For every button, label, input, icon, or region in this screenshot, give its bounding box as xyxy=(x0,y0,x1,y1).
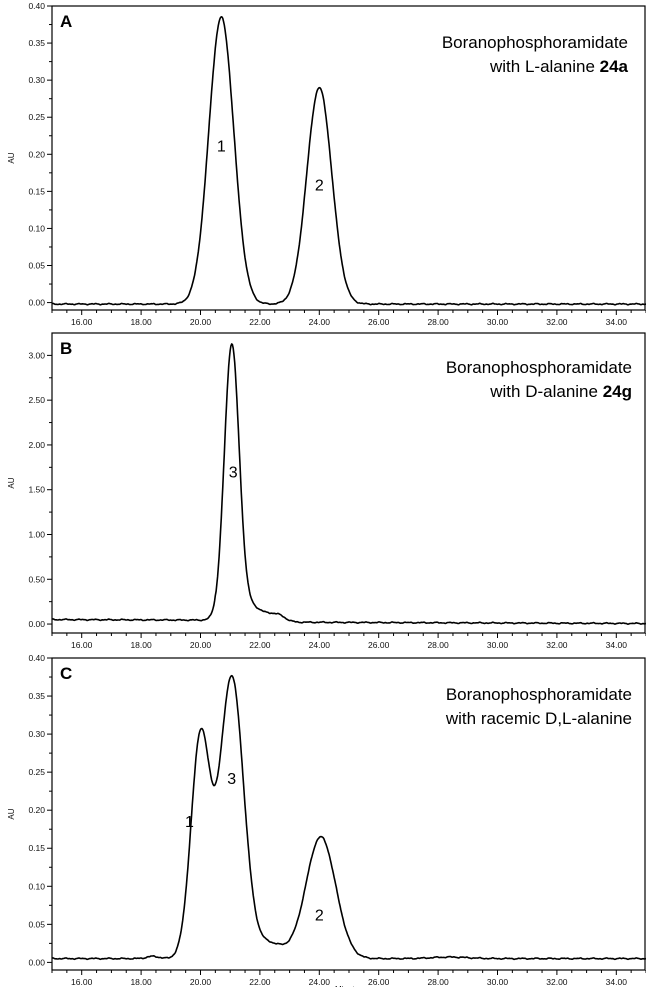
y-tick-label: 0.25 xyxy=(28,767,45,777)
x-tick-label: 18.00 xyxy=(130,640,152,650)
chromatogram-trace xyxy=(51,674,646,961)
x-tick-label: 16.00 xyxy=(71,317,93,327)
panel-letter: A xyxy=(60,12,72,31)
x-tick-label: 22.00 xyxy=(249,317,271,327)
y-tick-label: 0.50 xyxy=(28,574,45,584)
y-tick-label: 2.00 xyxy=(28,440,45,450)
chart-panel-b: 16.00 18.00 20.00 22.00 24.00 26.00 28.00 30.00… xyxy=(7,332,646,650)
y-tick-label: 0.00 xyxy=(28,957,45,967)
panel-title-segment: with L-alanine xyxy=(489,57,600,76)
y-tick-label: 0.25 xyxy=(28,112,45,122)
x-axis-title: Minutes xyxy=(335,985,363,987)
y-axis-title: AU xyxy=(7,152,16,163)
chart-panel-c: 16.00 18.00 20.00 22.00 24.00 26.00 28.00 30.00… xyxy=(7,653,646,987)
y-tick-label: 0.05 xyxy=(28,919,45,929)
x-tick-label: 26.00 xyxy=(368,977,390,987)
x-tick-label: 32.00 xyxy=(546,977,568,987)
panel-title-segment: Boranophosphoramidate xyxy=(446,685,632,704)
plot-frame xyxy=(51,332,646,634)
x-tick-label: 32.00 xyxy=(546,640,568,650)
y-tick-label: 0.35 xyxy=(28,691,45,701)
y-tick-label: 0.15 xyxy=(28,186,45,196)
x-tick-label: 30.00 xyxy=(487,317,509,327)
chromatogram-trace xyxy=(51,15,646,306)
y-axis-title: AU xyxy=(7,808,16,819)
y-tick-label: 0.00 xyxy=(28,298,45,308)
x-tick-label: 28.00 xyxy=(427,317,449,327)
x-tick-label: 20.00 xyxy=(190,640,212,650)
y-tick-label: 0.20 xyxy=(28,805,45,815)
x-tick-label: 34.00 xyxy=(606,317,628,327)
x-tick-label: 18.00 xyxy=(130,977,152,987)
plot-frame xyxy=(51,657,646,971)
panel-letter: B xyxy=(60,339,72,358)
x-tick-label: 18.00 xyxy=(130,317,152,327)
peak-label: 2 xyxy=(315,177,324,194)
y-tick-label: 1.50 xyxy=(28,485,45,495)
x-tick-label: 28.00 xyxy=(427,977,449,987)
panel-title-segment: 24g xyxy=(603,382,632,401)
peak-label: 2 xyxy=(315,908,324,925)
panel-title-line: with D-alanine 24g xyxy=(489,382,632,401)
panel-title-segment: Boranophosphoramidate xyxy=(442,33,628,52)
x-tick-label: 20.00 xyxy=(190,317,212,327)
y-tick-label: 3.00 xyxy=(28,350,45,360)
x-tick-label: 28.00 xyxy=(427,640,449,650)
y-axis-title: AU xyxy=(7,477,16,488)
x-tick-label: 24.00 xyxy=(309,317,331,327)
panel-title-line: with racemic D,L-alanine xyxy=(445,709,632,728)
peak-label: 1 xyxy=(217,139,226,156)
y-tick-label: 0.00 xyxy=(28,619,45,629)
panel-title-line: Boranophosphoramidate xyxy=(442,33,628,52)
x-tick-label: 24.00 xyxy=(309,977,331,987)
panel-title-segment: Boranophosphoramidate xyxy=(446,358,632,377)
y-tick-label: 0.40 xyxy=(28,653,45,663)
x-tick-label: 16.00 xyxy=(71,977,93,987)
x-tick-label: 34.00 xyxy=(606,640,628,650)
chromatogram-trace xyxy=(51,343,646,626)
y-tick-label: 0.20 xyxy=(28,149,45,159)
y-tick-label: 0.40 xyxy=(28,1,45,11)
peak-label: 3 xyxy=(229,464,238,481)
x-tick-label: 16.00 xyxy=(71,640,93,650)
panel-title-segment: 24a xyxy=(600,57,629,76)
x-tick-label: 26.00 xyxy=(368,317,390,327)
x-tick-label: 26.00 xyxy=(368,640,390,650)
panel-title-line: with L-alanine 24a xyxy=(489,57,629,76)
panel-title-line: Boranophosphoramidate xyxy=(446,685,632,704)
y-tick-label: 0.30 xyxy=(28,75,45,85)
y-tick-label: 0.15 xyxy=(28,843,45,853)
peak-label: 3 xyxy=(227,771,236,788)
y-tick-label: 2.50 xyxy=(28,395,45,405)
chart-panel-a: 16.00 18.00 20.00 22.00 24.00 26.00 28.00 30.00… xyxy=(7,1,646,327)
y-tick-label: 1.00 xyxy=(28,529,45,539)
x-tick-label: 32.00 xyxy=(546,317,568,327)
panel-title-segment: with D-alanine xyxy=(489,382,602,401)
x-tick-label: 20.00 xyxy=(190,977,212,987)
x-tick-label: 30.00 xyxy=(487,977,509,987)
panel-letter: C xyxy=(60,664,72,683)
panel-title-line: Boranophosphoramidate xyxy=(446,358,632,377)
x-tick-label: 22.00 xyxy=(249,977,271,987)
y-tick-label: 0.35 xyxy=(28,38,45,48)
x-tick-label: 22.00 xyxy=(249,640,271,650)
y-tick-label: 0.10 xyxy=(28,881,45,891)
y-tick-label: 0.30 xyxy=(28,729,45,739)
x-tick-label: 30.00 xyxy=(487,640,509,650)
peak-label: 1 xyxy=(185,814,194,831)
x-tick-label: 34.00 xyxy=(606,977,628,987)
panel-title-segment: with racemic D,L-alanine xyxy=(445,709,632,728)
y-tick-label: 0.05 xyxy=(28,261,45,271)
y-tick-label: 0.10 xyxy=(28,223,45,233)
x-tick-label: 24.00 xyxy=(309,640,331,650)
